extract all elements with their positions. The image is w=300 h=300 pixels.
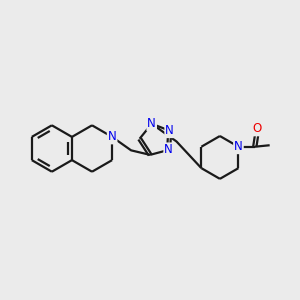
Text: O: O	[253, 122, 262, 135]
Text: N: N	[164, 143, 173, 156]
Text: N: N	[147, 117, 156, 130]
Text: N: N	[234, 140, 243, 153]
Text: N: N	[165, 124, 174, 137]
Text: N: N	[108, 130, 116, 143]
